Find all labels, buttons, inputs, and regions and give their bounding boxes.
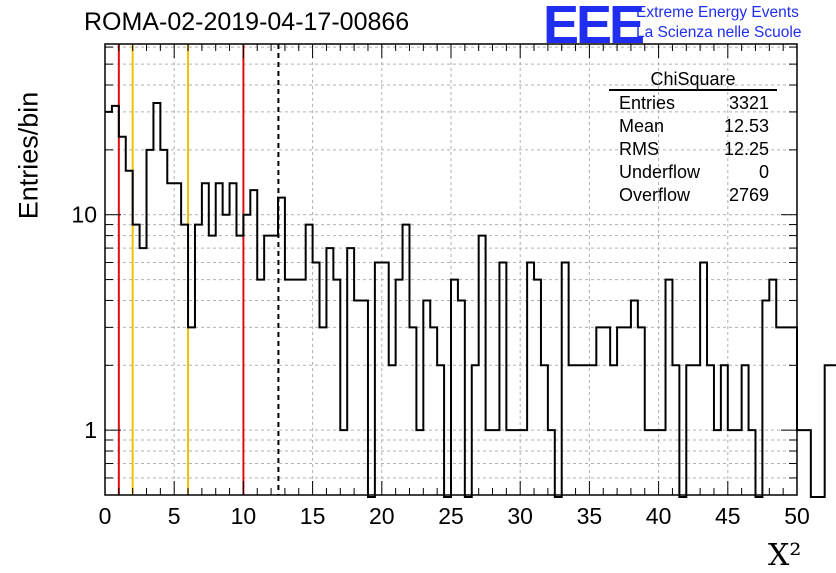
x-tick-label: 0 xyxy=(99,503,112,529)
stats-row-mean: Mean 12.53 xyxy=(609,114,777,137)
x-tick-label: 15 xyxy=(300,503,326,529)
stats-value: 2769 xyxy=(728,185,769,205)
x-tick-label: 20 xyxy=(369,503,395,529)
x-tick-label: 40 xyxy=(646,503,672,529)
x-tick-label: 50 xyxy=(784,503,810,529)
x-tick-label: 5 xyxy=(168,503,181,529)
stats-row-underflow: Underflow 0 xyxy=(609,160,777,183)
stats-box: ChiSquare Entries 3321 Mean 12.53 RMS 12… xyxy=(609,65,777,206)
x-tick-label: 10 xyxy=(231,503,257,529)
stats-row-entries: Entries 3321 xyxy=(609,91,777,114)
stats-value: 12.53 xyxy=(723,116,769,136)
stats-value: 0 xyxy=(758,162,769,182)
stats-row-rms: RMS 12.25 xyxy=(609,137,777,160)
stats-value: 3321 xyxy=(728,93,769,113)
y-tick-label: 1 xyxy=(84,417,97,443)
stats-label: Overflow xyxy=(619,185,691,205)
stats-label: Underflow xyxy=(619,162,701,182)
stats-label: Mean xyxy=(619,116,665,136)
logo-line-2: La Scienza nelle Scuole xyxy=(636,24,802,41)
x-tick-label: 25 xyxy=(438,503,464,529)
stats-row-overflow: Overflow 2769 xyxy=(609,183,777,206)
histogram-line xyxy=(105,102,836,498)
stats-label: Entries xyxy=(619,93,676,113)
y-tick-label: 10 xyxy=(71,202,97,228)
y-axis-label: Entries/bin xyxy=(13,91,44,220)
logo-line-1: Extreme Energy Events xyxy=(636,4,799,21)
x-tick-label: 45 xyxy=(715,503,741,529)
x-tick-label: 30 xyxy=(507,503,533,529)
stats-title: ChiSquare xyxy=(609,65,777,91)
plot-title: ROMA-02-2019-04-17-00866 xyxy=(84,8,410,36)
x-tick-label: 35 xyxy=(577,503,603,529)
x-axis-label: X² xyxy=(768,538,802,573)
eee-logo: EEE xyxy=(543,0,645,55)
stats-label: RMS xyxy=(619,139,659,159)
stats-value: 12.25 xyxy=(723,139,769,159)
